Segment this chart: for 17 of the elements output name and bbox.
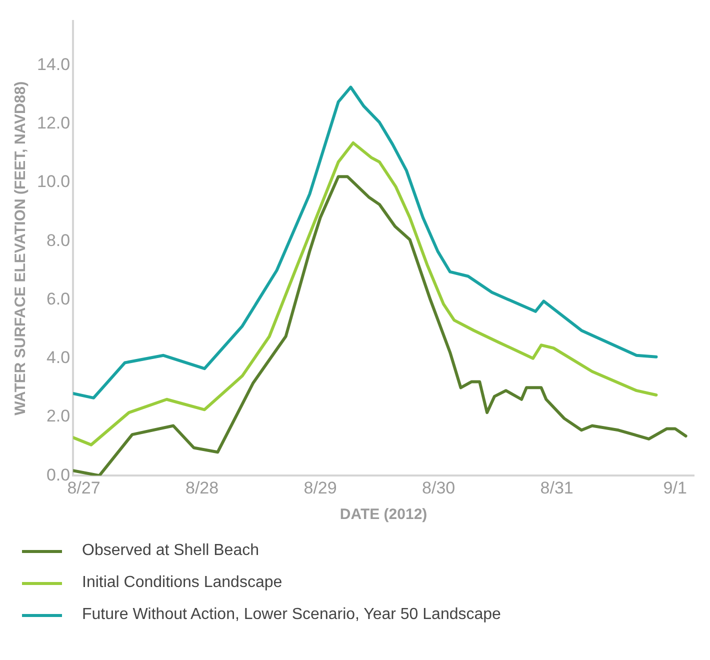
legend-label: Future Without Action, Lower Scenario, Year 50 Landscape: [82, 606, 501, 624]
y-tick-label: 8.0: [46, 230, 70, 250]
x-tick-label: 8/29: [304, 478, 337, 498]
legend-label: Observed at Shell Beach: [82, 542, 259, 560]
x-axis-title: DATE (2012): [340, 506, 428, 524]
y-tick-label: 4.0: [46, 348, 70, 368]
x-tick-label: 9/1: [663, 478, 687, 498]
legend-label: Initial Conditions Landscape: [82, 574, 282, 592]
x-tick-label: 8/28: [185, 478, 219, 498]
x-tick-label: 8/30: [422, 478, 456, 498]
y-axis-title: WATER SURFACE ELEVATION (FEET, NAVD88): [12, 81, 30, 416]
y-tick-label: 10.0: [36, 172, 70, 192]
y-tick-label: 2.0: [46, 406, 70, 426]
y-tick-label: 12.0: [36, 113, 70, 132]
y-tick-label: 14.0: [36, 54, 70, 74]
x-tick-label: 8/31: [540, 478, 574, 498]
y-tick-label: 6.0: [46, 289, 70, 308]
